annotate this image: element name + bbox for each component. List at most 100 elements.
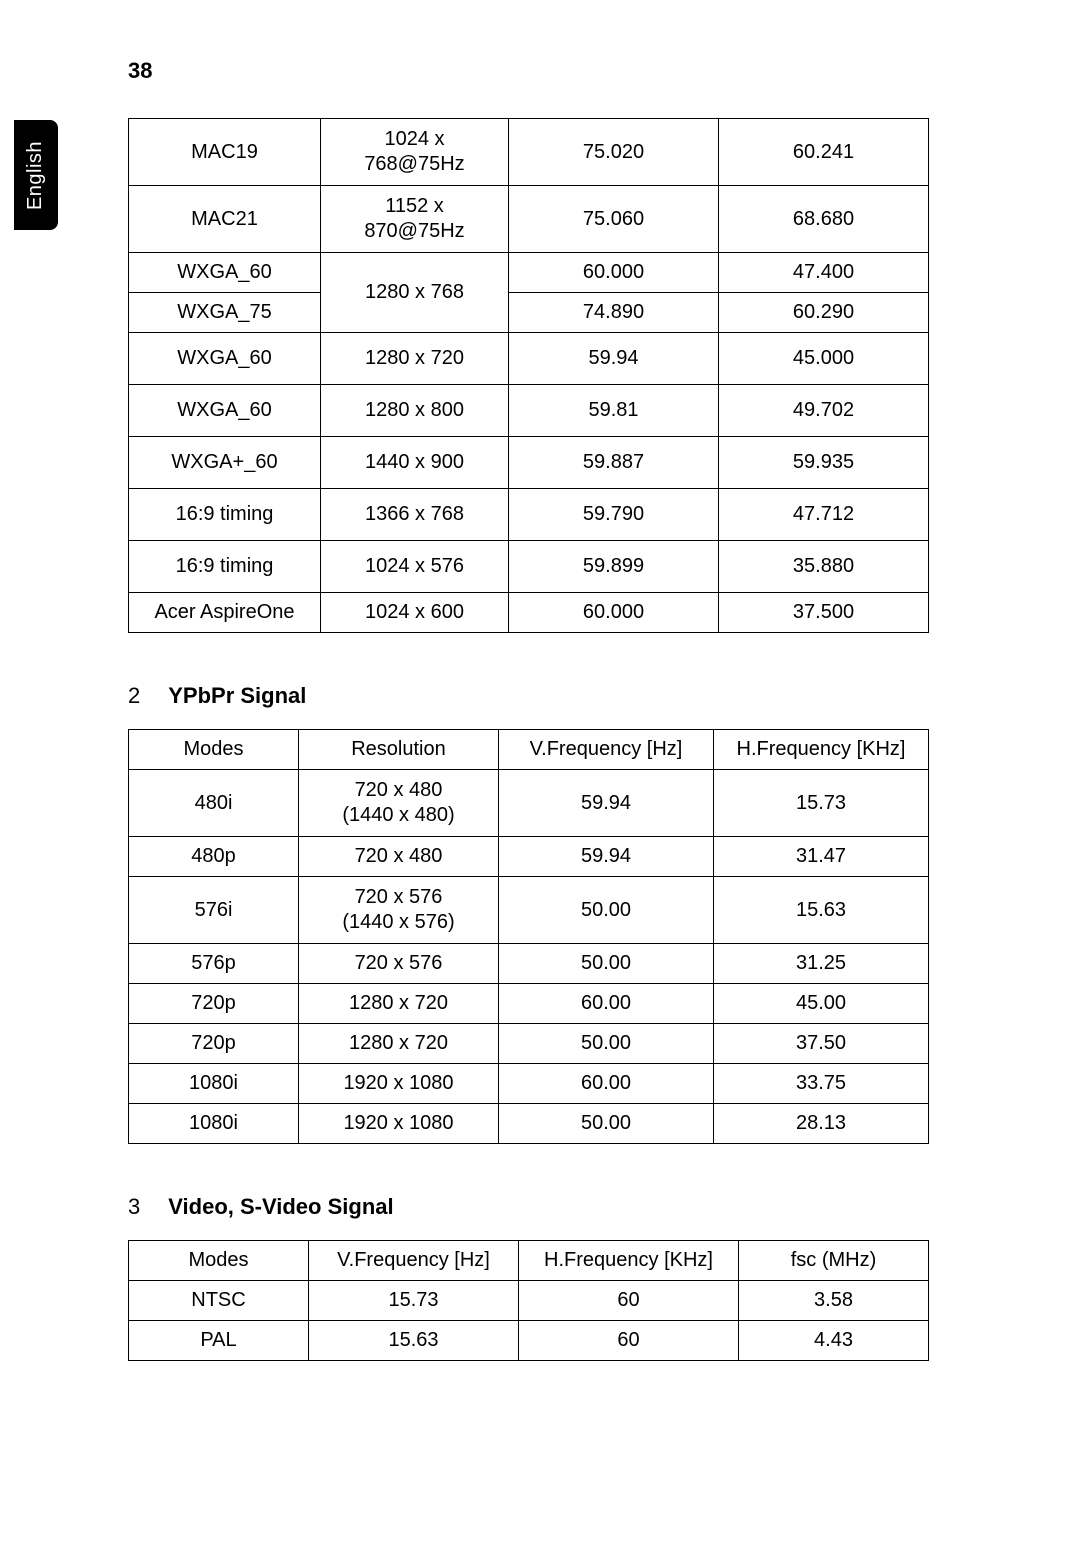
table-row: 576i 720 x 576(1440 x 576) 50.00 15.63 bbox=[129, 877, 929, 944]
section-number: 2 bbox=[128, 683, 140, 709]
cell-hfreq: 37.500 bbox=[719, 593, 929, 633]
cell-res: 1024 x768@75Hz bbox=[321, 119, 509, 186]
cell-hfreq: 49.702 bbox=[719, 385, 929, 437]
header-resolution: Resolution bbox=[299, 730, 499, 770]
cell-mode: 576p bbox=[129, 944, 299, 984]
content: MAC19 1024 x768@75Hz 75.020 60.241 MAC21… bbox=[128, 60, 928, 1361]
cell-vfreq: 59.81 bbox=[509, 385, 719, 437]
cell-mode: 480p bbox=[129, 837, 299, 877]
table-row: WXGA_60 1280 x 720 59.94 45.000 bbox=[129, 333, 929, 385]
cell-hfreq: 15.73 bbox=[714, 770, 929, 837]
table-row: 720p 1280 x 720 60.00 45.00 bbox=[129, 984, 929, 1024]
table-row: 720p 1280 x 720 50.00 37.50 bbox=[129, 1024, 929, 1064]
ypbpr-table: Modes Resolution V.Frequency [Hz] H.Freq… bbox=[128, 729, 929, 1144]
cell-mode: 16:9 timing bbox=[129, 489, 321, 541]
table-header-row: Modes Resolution V.Frequency [Hz] H.Freq… bbox=[129, 730, 929, 770]
cell-res: 1280 x 720 bbox=[299, 984, 499, 1024]
cell-res: 1024 x 576 bbox=[321, 541, 509, 593]
cell-fsc: 3.58 bbox=[739, 1281, 929, 1321]
table-row: MAC19 1024 x768@75Hz 75.020 60.241 bbox=[129, 119, 929, 186]
cell-res: 1280 x 720 bbox=[299, 1024, 499, 1064]
table-row: WXGA_75 74.890 60.290 bbox=[129, 293, 929, 333]
cell-mode: WXGA_60 bbox=[129, 253, 321, 293]
table-row: WXGA_60 1280 x 768 60.000 47.400 bbox=[129, 253, 929, 293]
page: 38 English MAC19 1024 x768@75Hz 75.020 6… bbox=[0, 0, 1080, 1441]
cell-res: 1920 x 1080 bbox=[299, 1064, 499, 1104]
cell-res: 1366 x 768 bbox=[321, 489, 509, 541]
cell-hfreq: 31.25 bbox=[714, 944, 929, 984]
table-row: WXGA+_60 1440 x 900 59.887 59.935 bbox=[129, 437, 929, 489]
cell-hfreq: 60 bbox=[519, 1281, 739, 1321]
cell-mode: 1080i bbox=[129, 1064, 299, 1104]
table-row: 576p 720 x 576 50.00 31.25 bbox=[129, 944, 929, 984]
cell-hfreq: 37.50 bbox=[714, 1024, 929, 1064]
cell-vfreq: 59.790 bbox=[509, 489, 719, 541]
section-heading-3: 3 Video, S-Video Signal bbox=[128, 1194, 928, 1220]
cell-mode: Acer AspireOne bbox=[129, 593, 321, 633]
cell-hfreq: 33.75 bbox=[714, 1064, 929, 1104]
cell-vfreq: 59.887 bbox=[509, 437, 719, 489]
cell-hfreq: 47.712 bbox=[719, 489, 929, 541]
video-table: Modes V.Frequency [Hz] H.Frequency [KHz]… bbox=[128, 1240, 929, 1361]
cell-hfreq: 60 bbox=[519, 1321, 739, 1361]
language-tab: English bbox=[14, 120, 58, 230]
cell-vfreq: 15.73 bbox=[309, 1281, 519, 1321]
cell-mode: 16:9 timing bbox=[129, 541, 321, 593]
table-row: MAC21 1152 x870@75Hz 75.060 68.680 bbox=[129, 186, 929, 253]
cell-res: 1440 x 900 bbox=[321, 437, 509, 489]
cell-hfreq: 31.47 bbox=[714, 837, 929, 877]
cell-res: 1024 x 600 bbox=[321, 593, 509, 633]
table-row: PAL 15.63 60 4.43 bbox=[129, 1321, 929, 1361]
cell-mode: MAC21 bbox=[129, 186, 321, 253]
cell-hfreq: 60.241 bbox=[719, 119, 929, 186]
table-row: 16:9 timing 1366 x 768 59.790 47.712 bbox=[129, 489, 929, 541]
timing-table-1: MAC19 1024 x768@75Hz 75.020 60.241 MAC21… bbox=[128, 118, 929, 633]
cell-mode: 1080i bbox=[129, 1104, 299, 1144]
cell-mode: 720p bbox=[129, 984, 299, 1024]
cell-res: 720 x 480(1440 x 480) bbox=[299, 770, 499, 837]
table-row: 1080i 1920 x 1080 50.00 28.13 bbox=[129, 1104, 929, 1144]
header-modes: Modes bbox=[129, 1241, 309, 1281]
section-title: YPbPr Signal bbox=[168, 683, 306, 709]
cell-mode: WXGA+_60 bbox=[129, 437, 321, 489]
cell-vfreq: 60.000 bbox=[509, 593, 719, 633]
cell-mode: 480i bbox=[129, 770, 299, 837]
table-row: 480p 720 x 480 59.94 31.47 bbox=[129, 837, 929, 877]
header-hfreq: H.Frequency [KHz] bbox=[714, 730, 929, 770]
cell-hfreq: 59.935 bbox=[719, 437, 929, 489]
cell-hfreq: 60.290 bbox=[719, 293, 929, 333]
cell-hfreq: 47.400 bbox=[719, 253, 929, 293]
cell-res: 720 x 576 bbox=[299, 944, 499, 984]
cell-mode: 576i bbox=[129, 877, 299, 944]
table-header-row: Modes V.Frequency [Hz] H.Frequency [KHz]… bbox=[129, 1241, 929, 1281]
cell-hfreq: 45.000 bbox=[719, 333, 929, 385]
cell-mode: 720p bbox=[129, 1024, 299, 1064]
cell-res: 1920 x 1080 bbox=[299, 1104, 499, 1144]
cell-res: 1280 x 720 bbox=[321, 333, 509, 385]
cell-vfreq: 60.000 bbox=[509, 253, 719, 293]
cell-vfreq: 60.00 bbox=[499, 984, 714, 1024]
cell-mode: WXGA_60 bbox=[129, 333, 321, 385]
cell-hfreq: 45.00 bbox=[714, 984, 929, 1024]
language-tab-label: English bbox=[25, 140, 48, 209]
cell-vfreq: 60.00 bbox=[499, 1064, 714, 1104]
cell-res: 1280 x 800 bbox=[321, 385, 509, 437]
cell-vfreq: 50.00 bbox=[499, 877, 714, 944]
table-row: 16:9 timing 1024 x 576 59.899 35.880 bbox=[129, 541, 929, 593]
cell-vfreq: 50.00 bbox=[499, 944, 714, 984]
section-number: 3 bbox=[128, 1194, 140, 1220]
cell-res: 720 x 576(1440 x 576) bbox=[299, 877, 499, 944]
cell-mode: MAC19 bbox=[129, 119, 321, 186]
cell-vfreq: 74.890 bbox=[509, 293, 719, 333]
cell-hfreq: 28.13 bbox=[714, 1104, 929, 1144]
header-modes: Modes bbox=[129, 730, 299, 770]
cell-hfreq: 68.680 bbox=[719, 186, 929, 253]
cell-res: 720 x 480 bbox=[299, 837, 499, 877]
cell-fsc: 4.43 bbox=[739, 1321, 929, 1361]
cell-mode: WXGA_75 bbox=[129, 293, 321, 333]
cell-vfreq: 50.00 bbox=[499, 1024, 714, 1064]
cell-vfreq: 59.94 bbox=[499, 837, 714, 877]
header-hfreq: H.Frequency [KHz] bbox=[519, 1241, 739, 1281]
cell-mode: WXGA_60 bbox=[129, 385, 321, 437]
section-title: Video, S-Video Signal bbox=[168, 1194, 393, 1220]
